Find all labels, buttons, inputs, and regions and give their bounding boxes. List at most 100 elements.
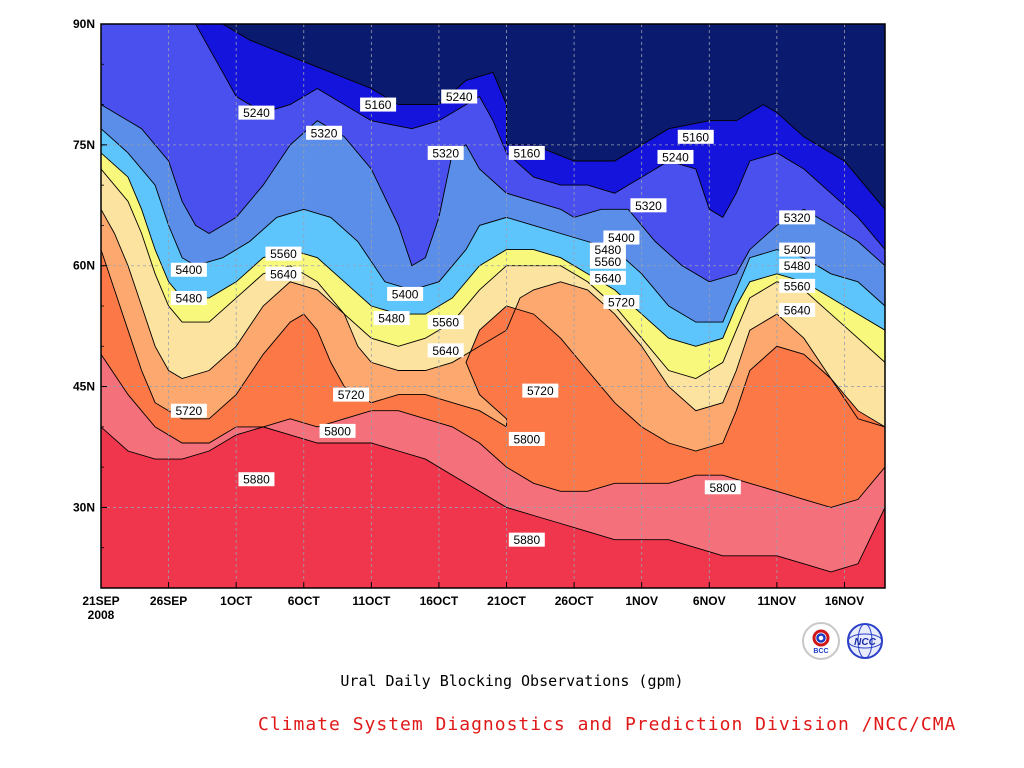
contour-label-bg [306, 125, 343, 140]
contour-label-28: 5720 [338, 388, 365, 402]
y-tick-45N: 45N [73, 380, 95, 394]
contour-label-3: 5320 [311, 126, 338, 140]
x-tick-11NOV: 11NOV [758, 594, 797, 608]
contour-label-bg [589, 254, 626, 269]
contour-label-32: 5800 [709, 481, 736, 495]
y-tick-30N: 30N [73, 500, 95, 514]
credit-line: Climate System Diagnostics and Predictio… [258, 714, 957, 735]
contour-5800 [101, 354, 885, 508]
contour-label-18: 5400 [608, 231, 635, 245]
contour-label-bg [589, 270, 626, 285]
x-tick-11OCT: 11OCT [352, 594, 391, 608]
contour-label-bg [170, 290, 207, 305]
contour-label-bg [657, 149, 694, 164]
x-tick-16OCT: 16OCT [420, 594, 459, 608]
contour-label-bg [630, 198, 667, 213]
contour-labels: 5240 5160 5240 5320 5320 5160 5160 5240 5320 5320… [170, 89, 816, 547]
x-tick-16NOV: 16NOV [825, 594, 864, 608]
contour-label-bg [508, 431, 545, 446]
contour-label-19: 5480 [595, 243, 622, 257]
contour-label-bg [387, 286, 424, 301]
contour-label-15: 5480 [378, 312, 405, 326]
contour-label-33: 5880 [243, 473, 270, 487]
bcc-logo-text: BCC [813, 648, 828, 655]
contour-label-bg [603, 230, 640, 245]
contour-label-21: 5640 [595, 271, 622, 285]
contour-label-34: 5880 [513, 533, 540, 547]
contour-label-bg [373, 311, 410, 326]
contour-label-bg [603, 294, 640, 309]
contour-label-bg [704, 480, 741, 495]
ncc-logo-text: NCC [854, 637, 876, 648]
contour-5880 [101, 426, 885, 573]
contour-5560 [101, 168, 885, 379]
contour-label-22: 5720 [608, 295, 635, 309]
contour-label-26: 5640 [784, 304, 811, 318]
contour-label-7: 5240 [662, 150, 689, 164]
bcc-logo: BCC [802, 622, 840, 660]
contour-label-10: 5400 [176, 263, 203, 277]
x-tick-1NOV: 1NOV [625, 594, 658, 608]
contour-label-11: 5480 [176, 291, 203, 305]
contour-label-5: 5160 [513, 146, 540, 160]
contour-label-bg [522, 383, 559, 398]
contour-label-bg [779, 210, 816, 225]
contour-label-bg [360, 97, 397, 112]
contour-label-2: 5240 [446, 90, 473, 104]
contour-label-bg [265, 246, 302, 261]
ncc-logo: NCC [846, 622, 884, 660]
contour-label-6: 5160 [682, 130, 709, 144]
contour-label-25: 5560 [784, 279, 811, 293]
y-tick-90N: 90N [73, 17, 95, 31]
contour-label-9: 5320 [784, 211, 811, 225]
x-tick-6NOV: 6NOV [693, 594, 726, 608]
contour-label-13: 5640 [270, 267, 297, 281]
contour-label-bg [238, 472, 275, 487]
contour-label-bg [427, 343, 464, 358]
contour-label-bg [170, 262, 207, 277]
contour-label-bg [508, 532, 545, 547]
y-tick-60N: 60N [73, 259, 95, 273]
contour-5160 [101, 24, 885, 210]
contour-label-bg [441, 89, 478, 104]
contour-label-12: 5560 [270, 247, 297, 261]
contour-label-bg [170, 403, 207, 418]
contour-label-23: 5400 [784, 243, 811, 257]
contour-label-bg [427, 145, 464, 160]
x-tick-21OCT: 21OCT [487, 594, 526, 608]
contour-label-bg [508, 145, 545, 160]
contour-label-0: 5240 [243, 106, 270, 120]
x-tick-26OCT: 26OCT [555, 594, 594, 608]
x-tick-1OCT: 1OCT [220, 594, 253, 608]
contour-label-14: 5400 [392, 287, 419, 301]
contour-label-20: 5560 [595, 255, 622, 269]
contour-label-31: 5800 [513, 432, 540, 446]
contour-label-24: 5480 [784, 259, 811, 273]
contour-label-bg [238, 105, 275, 120]
axes: 21SEP 26SEP 1OCT 6OCT 11OCT 16OCT 21OCT 26OCT 1N… [73, 17, 864, 622]
contour-label-27: 5720 [176, 404, 203, 418]
contour-label-bg [677, 129, 714, 144]
x-tick-26SEP: 26SEP [150, 594, 187, 608]
contour-label-bg [779, 258, 816, 273]
contour-label-17: 5640 [432, 344, 459, 358]
contour-5320 [101, 104, 885, 283]
contour-label-30: 5800 [324, 424, 351, 438]
contour-label-16: 5560 [432, 316, 459, 330]
contour-label-4: 5320 [432, 146, 459, 160]
contour-label-bg [333, 387, 370, 402]
contour-label-8: 5320 [635, 199, 662, 213]
contour-label-bg [589, 242, 626, 257]
contour-label-bg [319, 423, 356, 438]
y-tick-75N: 75N [73, 138, 95, 152]
x-year-label: 2008 [88, 608, 115, 622]
contour-label-bg [779, 278, 816, 293]
x-tick-6OCT: 6OCT [288, 594, 321, 608]
contour-5640 [101, 209, 885, 428]
contour-label-1: 5160 [365, 98, 392, 112]
chart-title: Ural Daily Blocking Observations (gpm) [340, 672, 684, 690]
grid-lines [101, 24, 885, 588]
contour-chart: 5240 5160 5240 5320 5320 5160 5160 5240 5320 5320… [73, 17, 886, 622]
contour-label-29: 5720 [527, 384, 554, 398]
contour-label-bg [427, 315, 464, 330]
